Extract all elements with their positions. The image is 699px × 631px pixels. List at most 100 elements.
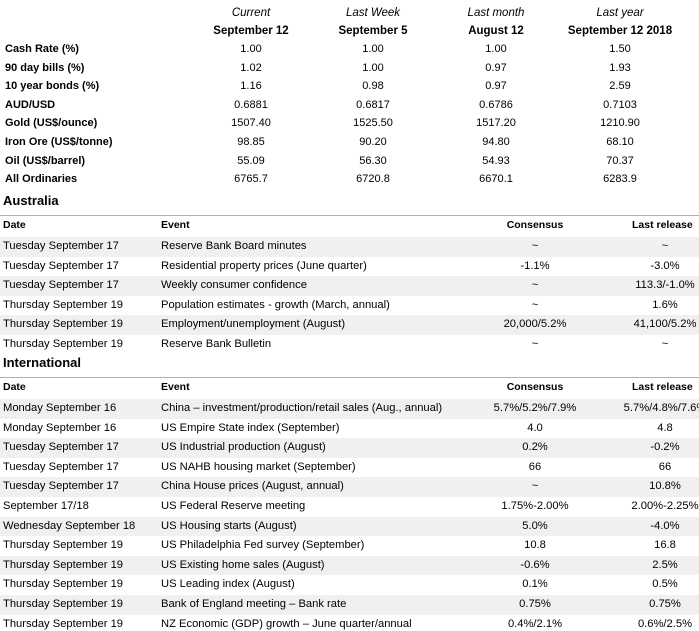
row-event: Population estimates - growth (March, an… xyxy=(161,298,390,311)
market-row-value: 6283.9 xyxy=(603,173,637,186)
market-row-label: Cash Rate (%) xyxy=(5,43,79,55)
col-last-year: Last year September 12 2018 xyxy=(555,5,685,41)
market-row-label: 10 year bonds (%) xyxy=(5,80,100,93)
table-row: Thursday September 19 Reserve Bank Bullet… xyxy=(0,335,699,355)
col-last-year-date: September 12 2018 xyxy=(567,25,673,37)
header-event: Event xyxy=(161,219,190,231)
market-row-value: 90.20 xyxy=(359,136,387,148)
col-last-week-date: September 5 xyxy=(338,25,408,37)
market-row-value: 94.80 xyxy=(482,136,510,148)
col-current-date: September 12 xyxy=(213,25,289,37)
row-last-release: 16.8 xyxy=(654,539,676,552)
row-date: Tuesday September 17 xyxy=(3,480,119,493)
table-row: Thursday September 19 US Philadelphia Fed… xyxy=(0,536,699,556)
market-row-value: 0.97 xyxy=(485,61,507,74)
market-row-value: 1.00 xyxy=(362,61,384,74)
row-event: US NAHB housing market (September) xyxy=(161,460,356,473)
market-row-label: 90 day bills (%) xyxy=(5,61,85,74)
table-row: Thursday September 19 Bank of England mee… xyxy=(0,594,699,615)
row-date: Wednesday September 18 xyxy=(3,519,136,532)
table-row: Thursday September 19 US Leading index (A… xyxy=(0,575,699,595)
market-row-label: AUD/USD xyxy=(5,98,56,111)
row-date: Tuesday September 17 xyxy=(3,441,119,454)
market-row-label: Iron Ore (US$/tonne) xyxy=(5,136,113,148)
australia-table-header: Date Event Consensus Last release xyxy=(0,215,699,237)
row-event: US Leading index (August) xyxy=(161,578,295,591)
row-date: Tuesday September 17 xyxy=(3,279,119,292)
market-row-value: 1.50 xyxy=(609,43,631,55)
row-date: Thursday September 19 xyxy=(3,578,124,591)
market-row-value: 98.85 xyxy=(237,136,265,148)
row-last-release: 0.5% xyxy=(652,578,678,591)
table-row: Monday September 16 China – investment/pr… xyxy=(0,399,699,419)
row-event: Bank of England meeting – Bank rate xyxy=(161,597,347,610)
table-row: September 17/18 US Federal Reserve meetin… xyxy=(0,497,699,517)
table-row: Tuesday September 17 US Industrial produc… xyxy=(0,438,699,458)
row-last-release: 113.3/-1.0% xyxy=(635,279,695,292)
row-consensus: 0.1% xyxy=(522,578,548,591)
col-last-month-label: Last month xyxy=(467,7,525,19)
market-row-value: 55.09 xyxy=(237,154,265,167)
market-row-value: 54.93 xyxy=(482,154,510,167)
market-row-value: 2.59 xyxy=(609,80,631,93)
row-last-release: 10.8% xyxy=(649,480,681,493)
row-date: Thursday September 19 xyxy=(3,597,124,610)
market-row-value: 1.02 xyxy=(240,61,262,74)
row-event: US Empire State index (September) xyxy=(161,421,340,434)
row-consensus: 10.8 xyxy=(524,539,546,552)
row-last-release: ~ xyxy=(661,240,669,252)
row-consensus: 4.0 xyxy=(527,421,543,434)
header-last-release: Last release xyxy=(632,219,693,231)
market-row-value: 1210.90 xyxy=(600,117,640,130)
col-current: Current September 12 xyxy=(196,5,306,41)
market-row-value: 1507.40 xyxy=(231,117,271,130)
market-row: AUD/USD 0.6881 0.6817 0.6786 0.7103 xyxy=(0,97,699,116)
market-row-value: 1.00 xyxy=(362,43,384,55)
row-event: Employment/unemployment (August) xyxy=(161,318,346,331)
market-row-value: 56.30 xyxy=(359,154,387,167)
row-consensus: 5.7%/5.2%/7.9% xyxy=(493,402,577,414)
row-last-release: 4.8 xyxy=(657,421,673,434)
col-current-label: Current xyxy=(231,7,271,19)
market-row-value: 0.6817 xyxy=(356,98,390,111)
market-row: Oil (US$/barrel) 55.09 56.30 54.93 70.37 xyxy=(0,153,699,172)
row-date: Monday September 16 xyxy=(3,402,117,414)
col-last-week-label: Last Week xyxy=(345,7,401,19)
row-date: Thursday September 19 xyxy=(3,298,124,311)
row-event: China – investment/production/retail sal… xyxy=(161,402,443,414)
row-event: US Philadelphia Fed survey (September) xyxy=(161,539,365,552)
row-event: Reserve Bank Bulletin xyxy=(161,337,272,350)
header-date: Date xyxy=(3,381,26,393)
row-consensus: 5.0% xyxy=(522,519,548,532)
row-consensus: ~ xyxy=(531,337,539,350)
row-event: US Existing home sales (August) xyxy=(161,558,325,571)
market-row-value: 1.93 xyxy=(609,61,631,74)
row-date: Thursday September 19 xyxy=(3,558,124,571)
row-last-release: 5.7%/4.8%/7.6% xyxy=(623,402,699,414)
row-consensus: ~ xyxy=(531,480,539,493)
row-date: Thursday September 19 xyxy=(3,318,124,331)
market-table-header: Current September 12 Last Week September… xyxy=(0,5,699,41)
market-row: Cash Rate (%) 1.00 1.00 1.00 1.50 xyxy=(0,41,699,60)
market-row-value: 6765.7 xyxy=(234,173,268,186)
row-date: September 17/18 xyxy=(3,499,89,512)
row-date: Thursday September 19 xyxy=(3,617,124,630)
col-last-week: Last Week September 5 xyxy=(318,5,428,41)
row-consensus: 0.75% xyxy=(519,597,551,610)
row-event: Reserve Bank Board minutes xyxy=(161,240,307,252)
row-event: Residential property prices (June quarte… xyxy=(161,259,367,272)
market-row: Iron Ore (US$/tonne) 98.85 90.20 94.80 68.10 xyxy=(0,134,699,153)
market-row-value: 68.10 xyxy=(606,136,634,148)
international-events-table: Date Event Consensus Last release Monday Sep… xyxy=(0,377,699,631)
row-last-release: -0.2% xyxy=(650,441,680,454)
col-last-year-label: Last year xyxy=(596,7,644,19)
header-date: Date xyxy=(3,219,26,231)
row-date: Monday September 16 xyxy=(3,421,117,434)
market-row-value: 0.98 xyxy=(362,80,384,93)
row-consensus: -1.1% xyxy=(520,259,550,272)
table-row: Tuesday September 17 US NAHB housing mark… xyxy=(0,458,699,478)
col-last-month: Last month August 12 xyxy=(441,5,551,41)
header-event: Event xyxy=(161,381,190,393)
table-row: Tuesday September 17 Residential property… xyxy=(0,257,699,277)
market-row: 10 year bonds (%) 1.16 0.98 0.97 2.59 xyxy=(0,78,699,97)
